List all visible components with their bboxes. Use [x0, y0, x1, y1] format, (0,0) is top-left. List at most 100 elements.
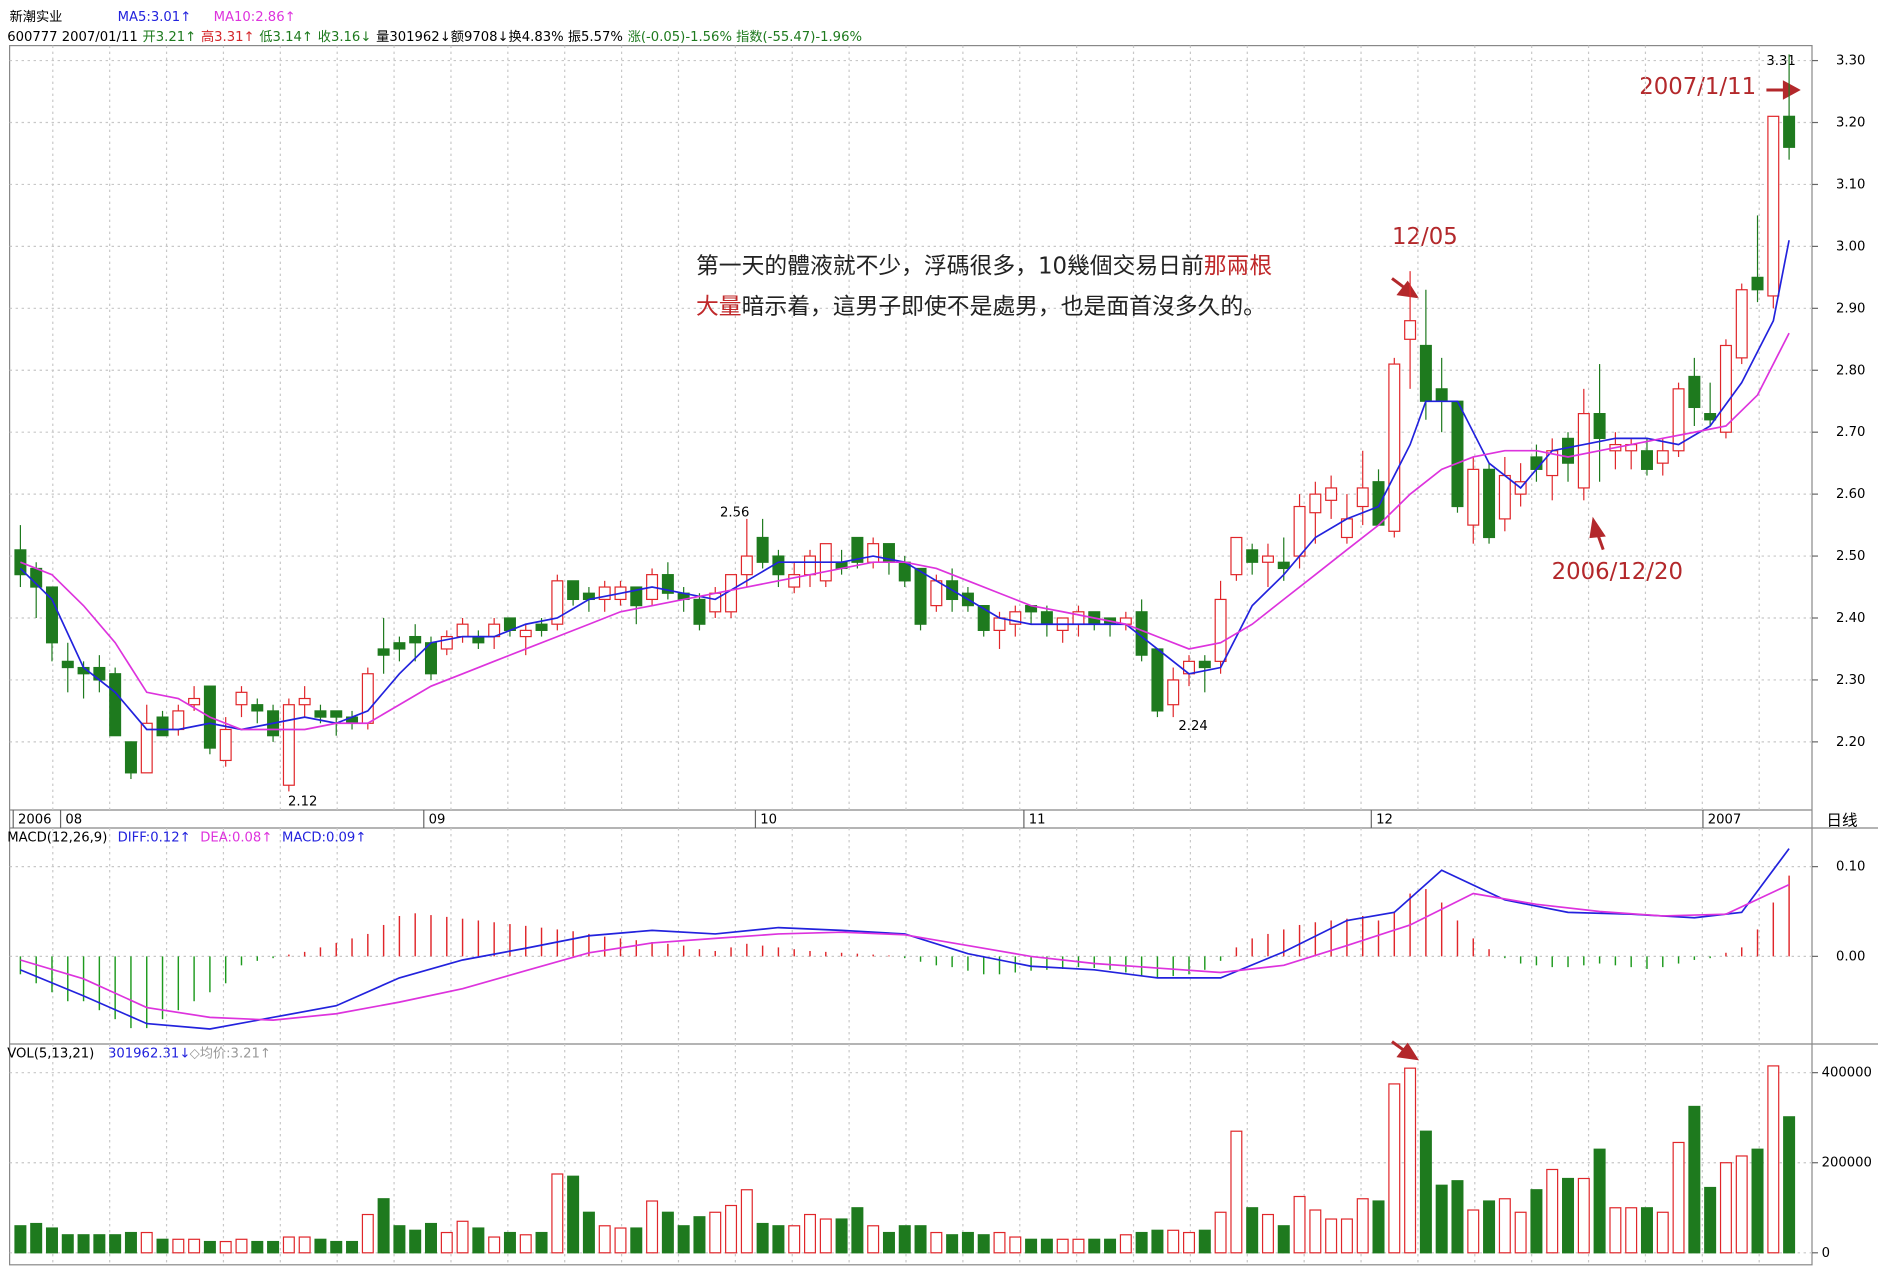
candle-body — [1214, 598, 1227, 662]
moving-average — [19, 240, 1790, 731]
y-tick-label: 2.30 — [1836, 673, 1865, 688]
candle-body — [282, 704, 295, 786]
volume-bar — [1088, 1238, 1101, 1254]
volume-bar — [1135, 1231, 1148, 1254]
candle-body — [1767, 115, 1780, 297]
candle-body — [661, 574, 674, 594]
volume-bar — [1340, 1218, 1353, 1254]
candle-body — [1325, 487, 1338, 501]
y-tick-label: 200000 — [1822, 1156, 1872, 1171]
y-tick-label: 2.20 — [1836, 735, 1865, 750]
volume-bar — [677, 1225, 690, 1254]
volume-bar — [1435, 1184, 1448, 1254]
volume-bar — [45, 1227, 58, 1254]
arrow-head — [1396, 1042, 1420, 1061]
volume-bar — [551, 1173, 564, 1254]
volume-bar — [1072, 1238, 1085, 1254]
stock-name: 新潮实业 — [10, 9, 63, 25]
volume-bar — [1767, 1065, 1780, 1254]
volume-bar — [1498, 1198, 1511, 1254]
y-tick-label: 0.10 — [1836, 860, 1865, 875]
candle-body — [172, 710, 185, 731]
candle-body — [219, 728, 232, 762]
volume-bar — [788, 1225, 801, 1254]
x-tick-label: 12 — [1376, 813, 1393, 828]
candle-body — [1293, 505, 1306, 557]
volume-bar — [30, 1222, 43, 1254]
volume-bar — [1230, 1130, 1243, 1254]
y-tick-label: 2.80 — [1836, 363, 1865, 378]
candle-body — [61, 660, 74, 669]
volume-bar — [188, 1238, 201, 1254]
volume-bar — [488, 1236, 501, 1254]
extreme-label: 2.56 — [720, 505, 749, 520]
volume-bar — [393, 1225, 406, 1254]
volume-bar — [946, 1234, 959, 1254]
volume-bar — [1056, 1238, 1069, 1254]
y-tick-label: 3.20 — [1836, 116, 1865, 131]
annotation-part: 大量 — [696, 294, 742, 320]
candle-body — [1435, 388, 1448, 402]
legend-entry: DIFF:0.12↑ — [118, 831, 191, 846]
candle-body — [1372, 481, 1385, 526]
candle-body — [1719, 344, 1732, 433]
volume-bar — [835, 1218, 848, 1254]
volume-bar — [898, 1225, 911, 1254]
volume-bar — [614, 1227, 627, 1254]
y-tick-label: 400000 — [1822, 1066, 1872, 1081]
volume-bar — [930, 1231, 943, 1254]
candle-body — [740, 555, 753, 576]
volume-bar — [156, 1238, 169, 1254]
volume-bar — [409, 1229, 422, 1254]
y-tick-label: 3.10 — [1836, 177, 1865, 192]
volume-bar — [1277, 1225, 1290, 1254]
volume-bar — [377, 1198, 390, 1254]
volume-bar — [1546, 1168, 1559, 1254]
arrow-head — [1396, 280, 1420, 299]
candle-body — [156, 716, 169, 737]
x-tick-label: 2006 — [18, 813, 52, 828]
candle-body — [393, 642, 406, 650]
candle-body — [1261, 555, 1274, 563]
volume-bar — [977, 1234, 990, 1254]
volume-bar — [1483, 1200, 1496, 1254]
volume-bar — [740, 1189, 753, 1254]
vol-legend: ◇均价:3.21↑ — [190, 1046, 271, 1062]
candle-body — [1151, 648, 1164, 712]
candle-body — [1498, 474, 1511, 520]
volume-bar — [109, 1234, 122, 1254]
volume-bar — [630, 1227, 643, 1254]
volume-bar — [140, 1231, 153, 1254]
candle-body — [1483, 468, 1496, 539]
volume-bar — [1640, 1207, 1653, 1254]
volume-bar — [1388, 1083, 1401, 1254]
candle-body — [1040, 611, 1053, 625]
y-tick-label: 0 — [1822, 1246, 1830, 1261]
volume-bar — [1025, 1238, 1038, 1254]
candle-body — [1562, 437, 1575, 464]
macd-line — [20, 848, 1790, 1030]
y-tick-label: 2.90 — [1836, 301, 1865, 316]
volume-bar — [1009, 1236, 1022, 1254]
candle-body — [598, 586, 611, 601]
candle-body — [993, 617, 1006, 631]
y-tick-label: 2.50 — [1836, 549, 1865, 564]
candle-body — [235, 691, 248, 706]
date-note: 12/05 — [1392, 224, 1458, 250]
candle-body — [914, 567, 927, 625]
volume-bar — [1119, 1234, 1132, 1254]
candle-body — [930, 580, 943, 607]
volume-bar — [1593, 1148, 1606, 1254]
candle-body — [1577, 413, 1590, 489]
candle-body — [1656, 450, 1669, 464]
candle-body — [630, 586, 643, 607]
volume-bar — [1751, 1148, 1764, 1254]
volume-bar — [14, 1225, 27, 1254]
candle-body — [109, 673, 122, 737]
volume-bar — [93, 1234, 106, 1254]
candle-body — [851, 536, 864, 563]
volume-bar — [1530, 1189, 1543, 1254]
candle-body — [977, 605, 990, 631]
candle-body — [756, 536, 769, 563]
